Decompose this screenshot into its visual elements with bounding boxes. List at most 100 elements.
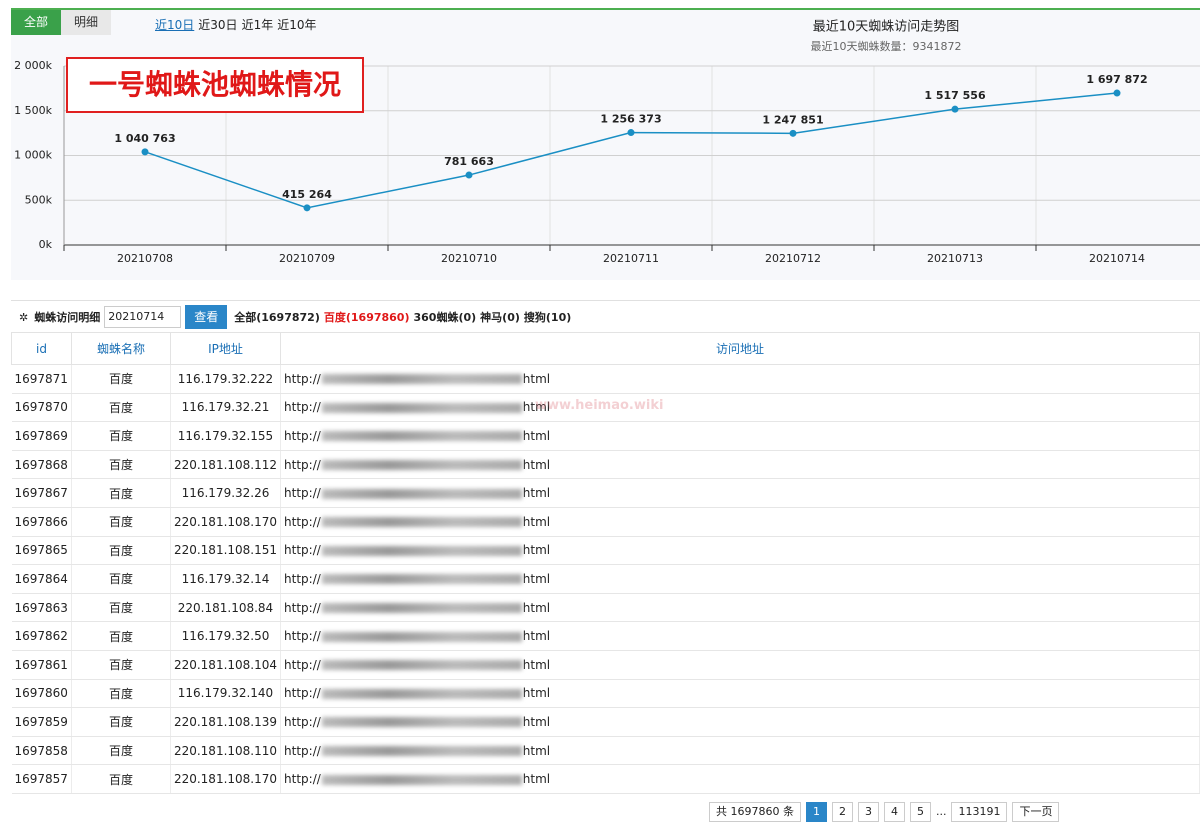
table-row: 1697859 百度 220.181.108.139 http:// html	[11, 707, 1200, 737]
total: 共 1697860 条	[709, 802, 801, 822]
column-header: id	[11, 332, 72, 365]
url-end: html	[522, 772, 551, 787]
url-start: http://	[284, 772, 321, 787]
cell: 百度	[71, 679, 171, 709]
cell: 220.181.108.104	[170, 650, 282, 680]
cell: 1697860	[11, 679, 72, 709]
url-start: http://	[284, 686, 321, 701]
url-end: html	[522, 657, 551, 672]
cell: 116.179.32.155	[170, 421, 282, 451]
url-end: html	[522, 686, 551, 701]
x-tick-label: 20210712	[765, 252, 821, 265]
cell: 220.181.108.110	[170, 736, 282, 766]
stat[interactable]: 全部(1697872)	[234, 311, 320, 324]
cell: 百度	[71, 450, 171, 480]
y-tick-label: 1 000k	[14, 149, 52, 162]
cell: 1697870	[11, 393, 72, 423]
data-label: 1 697 872	[1086, 73, 1147, 86]
blurred-url	[321, 746, 522, 757]
next-button[interactable]: 下一页	[1012, 802, 1060, 822]
cell: 116.179.32.21	[170, 393, 282, 423]
cell: 1697859	[11, 707, 72, 737]
url-end: html	[522, 428, 551, 443]
url-start: http://	[284, 428, 321, 443]
data-label: 1 040 763	[114, 132, 175, 145]
tab[interactable]: 明细	[61, 10, 111, 35]
blurred-url	[321, 545, 522, 556]
cell: 百度	[71, 764, 171, 794]
range-link[interactable]: 近1年	[241, 18, 274, 32]
y-tick-label: 0k	[39, 238, 53, 251]
range-link[interactable]: 近10日	[155, 18, 195, 32]
x-tick-label: 20210711	[603, 252, 659, 265]
point	[141, 148, 149, 156]
cell: 116.179.32.50	[170, 621, 282, 651]
url-end: html	[522, 714, 551, 729]
search-button[interactable]: 查看	[185, 305, 228, 329]
cell: 百度	[71, 507, 171, 537]
filter-label: 蜘蛛访问明细	[34, 311, 101, 324]
cell: 百度	[71, 393, 171, 423]
url-cell: http:// html	[280, 736, 1200, 766]
url-cell: http:// html	[280, 364, 1200, 394]
page-button[interactable]: 2	[831, 802, 853, 822]
column-header: IP地址	[169, 332, 282, 365]
blurred-url	[321, 688, 522, 699]
cell: 1697863	[11, 593, 72, 623]
data-label: 1 247 851	[762, 113, 823, 126]
page-button[interactable]: 4	[883, 802, 905, 822]
y-tick-label: 2 000k	[14, 59, 52, 72]
stat[interactable]: 搜狗(10)	[523, 311, 572, 324]
page-button[interactable]: 3	[857, 802, 879, 822]
url-start: http://	[284, 714, 321, 729]
date-input[interactable]: 20210714	[104, 306, 182, 328]
chart-panel	[11, 8, 1200, 280]
stat[interactable]: 百度(1697860)	[323, 311, 410, 324]
x-tick-label: 20210710	[441, 252, 497, 265]
cell: 百度	[71, 564, 171, 594]
blurred-url	[321, 402, 522, 413]
blurred-url	[321, 574, 522, 585]
tab[interactable]: 全部	[11, 10, 61, 35]
table: id 蜘蛛名称 IP地址 访问地址 1697871 百度 116.179.32.222 htt…	[11, 332, 1200, 794]
cell: 1697858	[11, 736, 72, 766]
y-tick-label: 1 500k	[14, 104, 52, 117]
cell: 百度	[71, 364, 171, 394]
range-link[interactable]: 近10年	[277, 18, 317, 32]
table-row: 1697871 百度 116.179.32.222 http:// html	[11, 364, 1200, 394]
url-end: html	[522, 514, 551, 529]
page-button[interactable]: 113191	[951, 802, 1008, 822]
table-row: 1697863 百度 220.181.108.84 http:// html	[11, 593, 1200, 623]
blurred-url	[321, 517, 522, 528]
gear-icon: ✲	[19, 310, 29, 324]
stat[interactable]: 360蜘蛛(0)	[413, 311, 477, 324]
url-start: http://	[284, 629, 321, 644]
data-label: 1 256 373	[600, 113, 661, 126]
url-start: http://	[284, 486, 321, 501]
table-row: 1697866 百度 220.181.108.170 http:// html	[11, 507, 1200, 537]
url-cell: http:// html	[280, 478, 1200, 508]
url-start: http://	[284, 371, 321, 386]
cell: 1697861	[11, 650, 72, 680]
table-row: 1697867 百度 116.179.32.26 http:// html	[11, 478, 1200, 508]
cell: 百度	[71, 621, 171, 651]
page-button[interactable]: 1	[805, 802, 827, 822]
chart: 最近10天蜘蛛访问走势图 最近10天蜘蛛数量：9341872 0k 500k 1 0…	[14, 19, 1200, 265]
blurred-url	[321, 631, 522, 642]
stat[interactable]: 神马(0)	[480, 311, 520, 324]
cell: 1697871	[11, 364, 72, 394]
cell: 百度	[71, 736, 171, 766]
url-cell: http:// html	[280, 764, 1200, 794]
cell: 220.181.108.170	[170, 764, 282, 794]
url-end: html	[522, 543, 551, 558]
url-cell: http:// html	[280, 679, 1200, 709]
cell: 220.181.108.84	[170, 593, 282, 623]
table-row: 1697857 百度 220.181.108.170 http:// html	[11, 764, 1200, 794]
blurred-url	[321, 717, 522, 728]
range-link[interactable]: 近30日	[198, 18, 238, 32]
table-row: 1697861 百度 220.181.108.104 http:// html	[11, 650, 1200, 680]
page-button[interactable]: 5	[909, 802, 931, 822]
cell: 1697868	[11, 450, 72, 480]
data-label: 1 517 556	[924, 89, 986, 102]
url-cell: http:// html	[280, 450, 1200, 480]
